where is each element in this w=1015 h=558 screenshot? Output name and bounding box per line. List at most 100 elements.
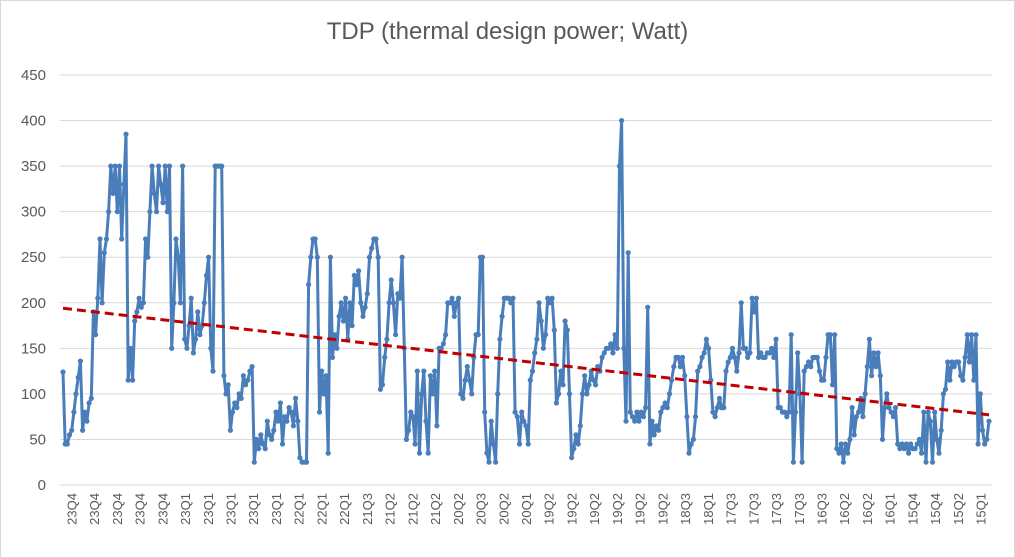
data-point bbox=[208, 345, 214, 351]
y-tick-label: 100 bbox=[21, 386, 46, 403]
data-point bbox=[77, 358, 83, 364]
data-point bbox=[788, 332, 794, 338]
data-point bbox=[506, 295, 512, 301]
data-point bbox=[160, 200, 166, 206]
data-point bbox=[647, 441, 653, 447]
x-tick-label: 19Q2 bbox=[587, 493, 602, 525]
data-point bbox=[758, 350, 764, 356]
data-point bbox=[984, 436, 990, 442]
data-point bbox=[303, 459, 310, 465]
data-point bbox=[608, 341, 614, 347]
data-point bbox=[684, 414, 690, 420]
data-point bbox=[606, 345, 612, 351]
data-point bbox=[862, 391, 868, 397]
data-point bbox=[229, 409, 236, 415]
data-point bbox=[538, 318, 544, 324]
data-point bbox=[729, 345, 736, 351]
data-point bbox=[440, 341, 446, 347]
data-point bbox=[577, 423, 583, 429]
data-point bbox=[243, 382, 249, 388]
data-point bbox=[571, 446, 577, 452]
y-tick-label: 250 bbox=[21, 249, 46, 266]
data-point bbox=[745, 354, 751, 360]
data-point bbox=[219, 163, 225, 169]
data-point bbox=[564, 327, 570, 333]
data-point bbox=[486, 459, 492, 465]
x-tick-label: 15Q1 bbox=[974, 493, 989, 525]
data-point bbox=[158, 181, 164, 187]
data-point bbox=[645, 304, 651, 310]
data-point bbox=[119, 236, 125, 242]
data-point bbox=[664, 405, 670, 411]
data-point bbox=[373, 236, 379, 242]
data-point bbox=[258, 432, 264, 438]
data-point bbox=[423, 418, 429, 424]
data-point bbox=[180, 163, 186, 169]
data-point bbox=[171, 300, 177, 306]
data-point bbox=[556, 391, 562, 397]
data-point bbox=[358, 300, 364, 306]
data-point bbox=[610, 350, 616, 356]
x-axis-ticks: 23Q4 23Q4 23Q4 23Q4 23Q4 23Q1 23Q1 23Q1 23Q1 23Q1… bbox=[64, 493, 988, 525]
data-point bbox=[343, 295, 349, 301]
data-point bbox=[836, 450, 842, 456]
data-point bbox=[816, 368, 823, 374]
data-point bbox=[456, 295, 462, 301]
data-point bbox=[892, 405, 899, 411]
data-point bbox=[103, 236, 110, 242]
data-point bbox=[951, 364, 957, 370]
x-tick-label: 23Q4 bbox=[133, 493, 148, 525]
data-point bbox=[151, 190, 157, 196]
data-point bbox=[879, 436, 886, 442]
data-point bbox=[584, 391, 590, 397]
data-point bbox=[549, 295, 555, 301]
data-point bbox=[929, 459, 936, 465]
data-point bbox=[329, 354, 336, 360]
data-point bbox=[732, 354, 738, 360]
data-point bbox=[851, 432, 857, 438]
x-tick-label: 18Q3 bbox=[678, 493, 693, 525]
data-point bbox=[84, 418, 90, 424]
data-point bbox=[210, 368, 216, 374]
data-point bbox=[695, 368, 701, 374]
data-point bbox=[936, 450, 942, 456]
data-point bbox=[551, 327, 557, 333]
data-point bbox=[916, 436, 923, 442]
data-point bbox=[282, 414, 288, 420]
data-point bbox=[540, 345, 547, 351]
data-point bbox=[947, 377, 953, 383]
x-tick-label: 20Q1 bbox=[519, 493, 534, 525]
x-tick-label: 23Q1 bbox=[201, 493, 216, 525]
data-point bbox=[799, 459, 805, 465]
data-point bbox=[619, 118, 625, 124]
data-point bbox=[856, 409, 862, 415]
data-point bbox=[364, 291, 370, 297]
data-point bbox=[99, 300, 105, 306]
x-tick-label: 18Q1 bbox=[701, 493, 716, 525]
data-point bbox=[903, 441, 910, 447]
data-point bbox=[384, 336, 390, 342]
data-point bbox=[334, 345, 340, 351]
data-point bbox=[871, 350, 877, 356]
data-point bbox=[747, 350, 753, 356]
data-point bbox=[986, 418, 992, 424]
data-point bbox=[658, 409, 664, 415]
data-point bbox=[932, 409, 938, 415]
data-point bbox=[251, 459, 257, 465]
data-point bbox=[958, 373, 964, 379]
data-point bbox=[814, 354, 820, 360]
x-tick-label: 22Q1 bbox=[337, 493, 352, 525]
y-tick-label: 400 bbox=[21, 113, 46, 130]
data-point bbox=[201, 300, 207, 306]
data-point bbox=[521, 418, 527, 424]
data-point bbox=[840, 459, 847, 465]
x-tick-label: 20Q2 bbox=[451, 493, 466, 525]
data-point bbox=[288, 409, 294, 415]
x-tick-label: 23Q4 bbox=[64, 493, 79, 525]
data-point bbox=[493, 459, 499, 465]
data-point bbox=[616, 163, 623, 169]
data-point bbox=[264, 418, 270, 424]
data-point bbox=[845, 450, 851, 456]
data-point bbox=[247, 368, 253, 374]
data-point bbox=[973, 332, 979, 338]
